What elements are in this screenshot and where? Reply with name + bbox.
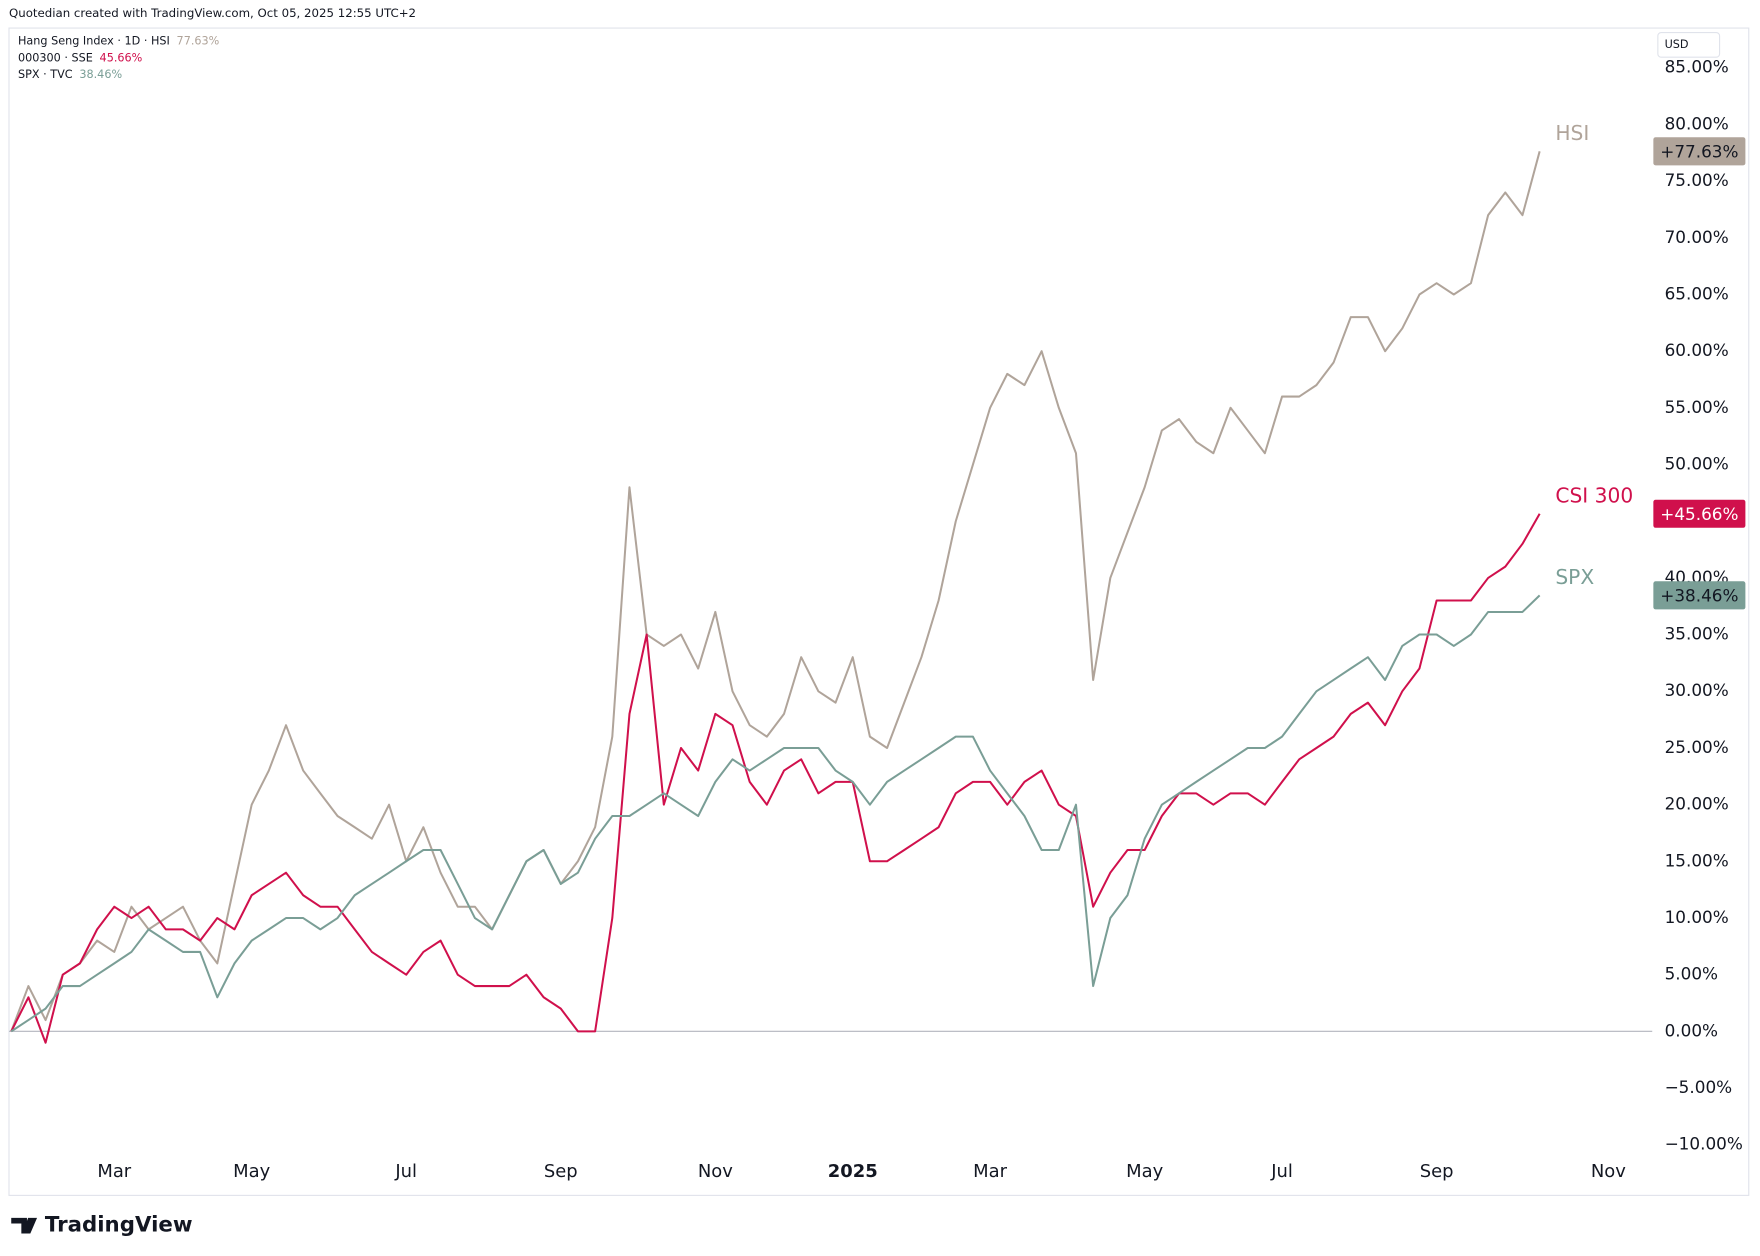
y-tick-label: 20.00% [1665,794,1729,814]
price-badge-label: +45.66% [1660,504,1738,524]
legend-value: 45.66% [100,51,143,64]
legend-name: SPX · TVC [18,68,73,81]
x-tick-label: May [1126,1161,1163,1182]
x-tick-label: Jul [394,1161,417,1182]
y-tick-label: 85.00% [1665,57,1729,77]
series-line [10,513,1541,1044]
brand-logo [11,1217,38,1234]
y-tick-label: 50.00% [1665,454,1729,474]
series-end-label: SPX [1555,565,1594,589]
legend-entry[interactable]: SPX · TVC 38.46% [18,68,122,81]
currency: USD [1665,38,1689,51]
chart-frame [8,27,1750,1196]
series-line [10,594,1541,1033]
y-tick-label: 80.00% [1665,113,1729,133]
price-badge-label: +38.46% [1660,585,1738,605]
y-tick-label: 65.00% [1665,283,1729,303]
x-tick-label: Nov [1591,1161,1626,1182]
x-tick-label: Nov [698,1161,733,1182]
y-tick-label: 15.00% [1665,850,1729,870]
currency-box[interactable] [1657,31,1721,58]
y-tick-label: 30.00% [1665,680,1729,700]
legend-entry[interactable]: Hang Seng Index · 1D · HSI 77.63% [18,35,220,48]
y-tick-label: 55.00% [1665,397,1729,417]
legend-name: Hang Seng Index · 1D · HSI [18,35,170,48]
series-line [10,151,1541,1032]
price-badge [1653,581,1746,610]
legend-entry[interactable]: 000300 · SSE 45.66% [18,51,143,64]
y-tick-label: 25.00% [1665,737,1729,757]
legend-name: 000300 · SSE [18,51,93,64]
y-tick-label: 70.00% [1665,227,1729,247]
x-tick-label: Mar [973,1161,1007,1182]
x-tick-label: Mar [97,1161,131,1182]
y-tick-label: −5.00% [1665,1077,1733,1097]
y-tick-label: 0.00% [1665,1020,1718,1040]
legend-value: 38.46% [79,68,122,81]
series-end-label: HSI [1555,121,1589,145]
x-tick-label: Sep [544,1161,578,1182]
header: Quotedian created with TradingView.com, … [9,6,416,20]
y-tick-label: 75.00% [1665,170,1729,190]
price-badge [1653,137,1746,166]
x-tick-label: Sep [1420,1161,1454,1182]
brand: TradingView [45,1213,193,1238]
price-badge-label: +77.63% [1660,141,1738,161]
y-tick-label: 35.00% [1665,624,1729,644]
x-tick-label: May [233,1161,270,1182]
x-tick-label: 2025 [828,1161,878,1182]
y-tick-label: 10.00% [1665,907,1729,927]
y-tick-label: 5.00% [1665,964,1718,984]
y-tick-label: −10.00% [1665,1134,1743,1154]
price-badge [1653,499,1746,528]
legend-value: 77.63% [177,35,220,48]
y-tick-label: 60.00% [1665,340,1729,360]
x-tick-label: Jul [1270,1161,1293,1182]
series-end-label: CSI 300 [1555,483,1633,507]
